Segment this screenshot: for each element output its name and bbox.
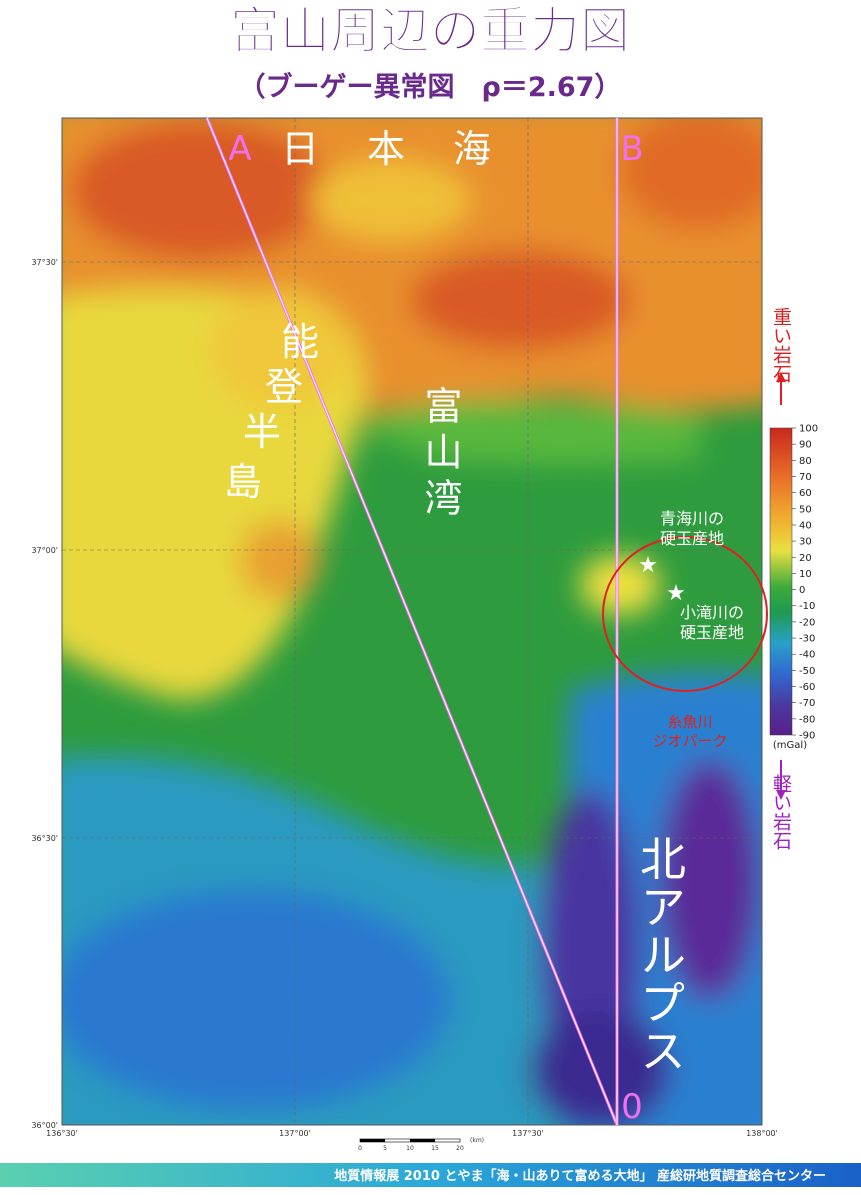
peninsula-label: 能 <box>281 320 319 364</box>
geopark-label: ジオパーク <box>652 732 727 750</box>
colorbar-label: -60 <box>799 682 815 693</box>
colorbar-label: 80 <box>799 456 812 467</box>
sea-label: 日本海 <box>281 127 539 171</box>
latitude-label: 37°30' <box>31 258 58 267</box>
colorbar-label: -20 <box>799 617 815 628</box>
longitude-label: 138°00' <box>746 1129 778 1138</box>
subtitle: （ブーゲー異常図 ρ＝2.67） <box>239 71 622 103</box>
peninsula-label: 島 <box>224 460 262 504</box>
colorbar-label: -30 <box>799 634 815 645</box>
scale-segment <box>360 1139 385 1142</box>
colorbar-label: 100 <box>799 424 818 435</box>
svg-text:★: ★ <box>666 581 686 606</box>
colorbar-label: 10 <box>799 569 812 580</box>
latitude-label: 37°00' <box>31 546 58 555</box>
scale-segment <box>410 1139 435 1142</box>
footer: 地質情報展 2010 とやま「海・山ありて富める大地」 産総研地質調査総合センタ… <box>334 1168 826 1184</box>
colorbar-label: 0 <box>799 585 805 596</box>
heavy-label: 重い岩石 <box>770 307 792 383</box>
colorbar-label: -80 <box>799 714 815 725</box>
colorbar-label: -70 <box>799 698 815 709</box>
colorbar-unit: (mGal) <box>773 740 807 751</box>
longitude-label: 137°00' <box>279 1129 311 1138</box>
scale-label: 10 <box>406 1145 414 1152</box>
colorbar-label: 60 <box>799 488 812 499</box>
line-label: 0 <box>621 1087 643 1127</box>
geopark-label: 糸魚川 <box>667 713 712 731</box>
peninsula-label: 半 <box>243 410 281 454</box>
title: 富山周辺の重力図 <box>230 2 630 60</box>
svg-text:★: ★ <box>638 553 658 578</box>
site-label: 硬玉産地 <box>680 623 744 642</box>
peninsula-label: 登 <box>265 365 303 409</box>
alps-label: 北アルプス <box>633 835 687 1075</box>
colorbar-label: -90 <box>799 731 815 742</box>
site-label: 青海川の <box>660 509 724 528</box>
colorbar-label: -10 <box>799 601 815 612</box>
colorbar-label: 30 <box>799 537 812 548</box>
bay-label: 富山湾 <box>418 386 462 524</box>
scale-label: 15 <box>431 1145 439 1152</box>
line-label: A <box>228 129 251 169</box>
light-label: 軽い岩石 <box>770 774 792 850</box>
colorbar-label: 70 <box>799 472 812 483</box>
scale-label: 20 <box>456 1145 464 1152</box>
longitude-label: 136°30' <box>46 1129 78 1138</box>
line-label: B <box>620 129 643 169</box>
site-label: 硬玉産地 <box>660 529 724 548</box>
site-label: 小滝川の <box>680 603 744 622</box>
colorbar-label: -50 <box>799 666 815 677</box>
scale-unit: (km) <box>470 1137 484 1144</box>
colorbar-label: 50 <box>799 504 812 515</box>
colorbar-label: 40 <box>799 520 812 531</box>
latitude-label: 36°00' <box>31 1121 58 1130</box>
colorbar-label: 20 <box>799 553 812 564</box>
gravity-map <box>62 118 762 1125</box>
latitude-label: 36°30' <box>31 834 58 843</box>
colorbar-label: -40 <box>799 650 815 661</box>
longitude-label: 137°30' <box>512 1129 544 1138</box>
scale-label: 5 <box>383 1145 387 1152</box>
scale-label: 0 <box>358 1145 362 1152</box>
colorbar-label: 90 <box>799 440 812 451</box>
